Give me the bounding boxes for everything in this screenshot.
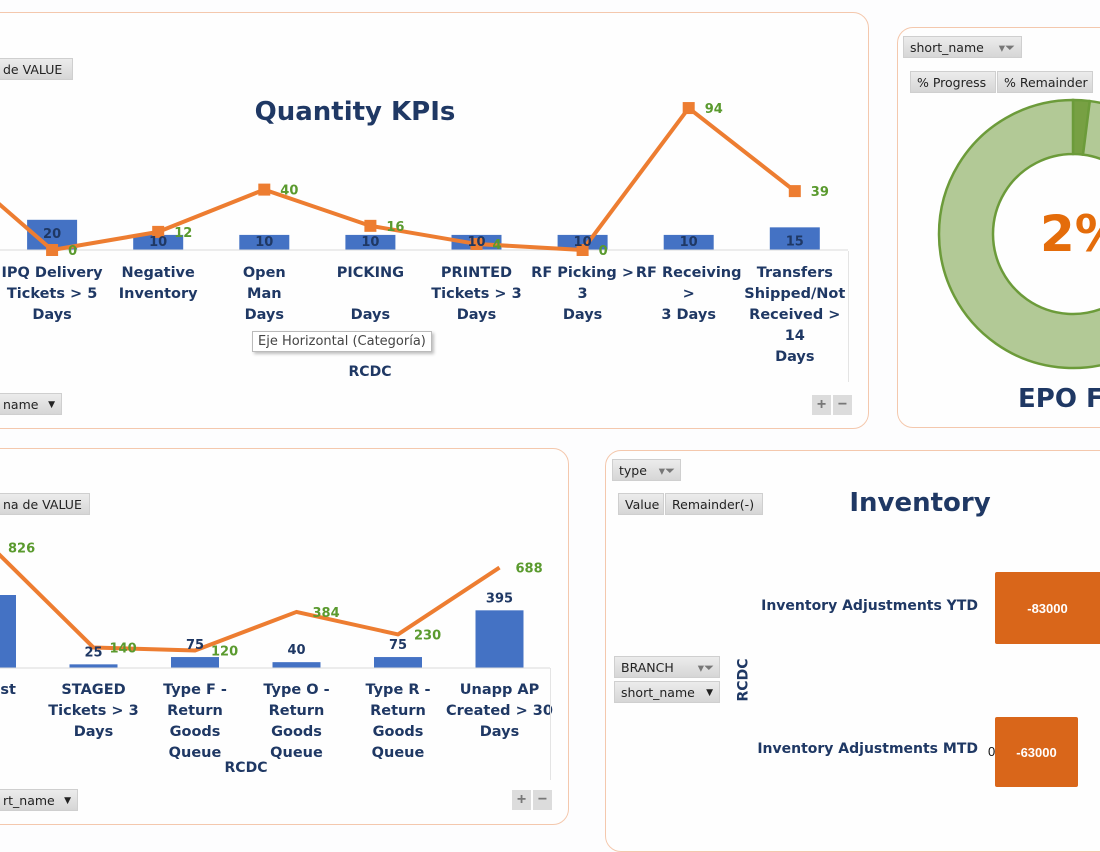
chart-title: Inventory (849, 488, 991, 518)
category-label-line: Days (73, 724, 114, 740)
filter-icon: ▾⏷ (998, 40, 1015, 55)
category-label-line: Queue (168, 745, 222, 761)
bar-value-label: -83000 (1027, 600, 1068, 616)
zero-label: 0 (988, 744, 996, 759)
category-label-line: PRINTED (440, 265, 513, 281)
legend-remainder[interactable]: Remainder(-) (665, 493, 763, 515)
row-label-ytd: Inventory Adjustments YTD (761, 598, 978, 614)
rows-field-button[interactable]: rt_name ▼ (0, 789, 78, 811)
expand-button[interactable]: + (812, 395, 831, 415)
category-label: Transfers Shipped/Not Received > 14 Days (740, 263, 850, 368)
legend-progress[interactable]: % Progress (910, 71, 996, 93)
axis-tooltip: Eje Horizontal (Categoría) (252, 331, 432, 352)
category-label-line: IPQ Delivery (1, 265, 103, 281)
category-label: Type R - Return Goods Queue (343, 680, 453, 764)
type-filter-button[interactable]: type ▾⏷ (612, 459, 681, 481)
category-label-line: Days (244, 307, 285, 323)
legend-remainder[interactable]: % Remainder (997, 71, 1093, 93)
category-label-line: Queue (371, 745, 425, 761)
rows-field-label: rt_name (3, 793, 55, 808)
category-label: Open Man Days (209, 263, 319, 326)
dropdown-arrow-icon: ▼ (48, 400, 55, 410)
category-label-line: Days (350, 307, 391, 323)
legend-value[interactable]: Value (618, 493, 664, 515)
category-label-line: Transfers (756, 265, 833, 281)
category-label: Type O - Return Goods Queue (242, 680, 352, 764)
category-label-line: Days (456, 307, 497, 323)
donut-title: EPO Fr (1018, 384, 1100, 414)
category-label-line: Tickets > 3 (48, 703, 139, 719)
x-axis-title: RCDC (224, 760, 268, 776)
short-name-filter-button[interactable]: short_name ▾⏷ (903, 36, 1022, 58)
row-label-mtd: Inventory Adjustments MTD (757, 741, 978, 757)
category-label-line: Tickets > 3 (431, 286, 522, 302)
category-label-line: Open (242, 265, 286, 281)
rows-field-label: name (3, 397, 39, 412)
category-label-line: Unapp AP (459, 682, 540, 698)
chart-title: Quantity KPIs (254, 97, 456, 127)
category-label-line: Return Goods (268, 703, 325, 740)
collapse-button[interactable]: − (833, 395, 852, 415)
category-label-line: Shipped/Not (744, 286, 846, 302)
category-label-line: RF Receiving > (635, 265, 742, 302)
category-label-line: Inventory (118, 286, 198, 302)
short-name-field-button[interactable]: short_name ▼ (614, 681, 720, 703)
quantity-kpis-panel (0, 12, 869, 429)
values-field-button[interactable]: de VALUE (0, 58, 73, 80)
filter-icon: ▾⏷ (658, 463, 675, 478)
rows-field-button[interactable]: name ▼ (0, 393, 62, 415)
category-label: IPQ Delivery Tickets > 5 Days (0, 263, 107, 326)
category-label: r Paste (0, 680, 47, 722)
category-label-line: PICKING (336, 265, 405, 281)
category-label-line: Queue (270, 745, 323, 761)
donut-center-value: 2% (1040, 205, 1100, 263)
category-label-line: 3 Days (661, 307, 716, 323)
category-label: RF Picking > 3 Days (528, 263, 638, 326)
x-axis-title: RCDC (348, 364, 392, 380)
category-label: Type F - Return Goods Queue (140, 680, 250, 764)
category-label-line: Days (562, 307, 603, 323)
category-label-line: Return Goods (167, 703, 223, 740)
category-label-line: Created > 30 (446, 703, 553, 719)
y-axis-title: RCDC (735, 658, 752, 702)
category-label: RF Receiving > 3 Days (634, 263, 744, 326)
category-label-line: Return Goods (370, 703, 426, 740)
expand-button[interactable]: + (512, 790, 531, 810)
category-label-line: Days (479, 724, 520, 740)
dropdown-arrow-icon: ▼ (706, 688, 713, 698)
bar-value-label: -63000 (1016, 744, 1057, 760)
category-label-line: Received > 14 (749, 307, 841, 344)
category-label-line: Man (247, 286, 282, 302)
category-label: PICKING Days (315, 263, 425, 326)
category-label-line: r Past (0, 682, 16, 698)
values-field-button[interactable]: na de VALUE (0, 493, 90, 515)
category-label-line: Days (775, 349, 815, 365)
field-label: short_name (621, 685, 695, 700)
plot-area-border (550, 668, 551, 780)
category-label-line: Type O - (263, 682, 330, 698)
category-label: Negative Inventory (103, 263, 213, 305)
bar-ytd[interactable]: -83000 (995, 572, 1100, 644)
category-label-line (315, 284, 425, 305)
category-label: PRINTED Tickets > 3 Days (422, 263, 532, 326)
category-label-line: STAGED (61, 682, 126, 698)
filter-icon: ▾⏷ (697, 660, 714, 675)
branch-filter-button[interactable]: BRANCH ▾⏷ (614, 656, 720, 678)
dropdown-arrow-icon: ▼ (64, 796, 71, 806)
category-label-line: Type F - (163, 682, 227, 698)
category-label-line: Days (32, 307, 72, 323)
category-label-line: RF Picking > 3 (531, 265, 634, 302)
collapse-button[interactable]: − (533, 790, 552, 810)
filter-label: short_name (910, 40, 984, 55)
category-label: Unapp AP Created > 30 Days (445, 680, 555, 743)
category-label-line: Negative (121, 265, 195, 281)
bar-mtd[interactable]: -63000 (995, 717, 1078, 787)
filter-label: type (619, 463, 647, 478)
plot-area-border (848, 251, 849, 382)
category-label-line: Tickets > 5 (6, 286, 98, 302)
category-label-line: Type R - (365, 682, 431, 698)
filter-label: BRANCH (621, 660, 674, 675)
category-label: STAGED Tickets > 3 Days (39, 680, 149, 743)
